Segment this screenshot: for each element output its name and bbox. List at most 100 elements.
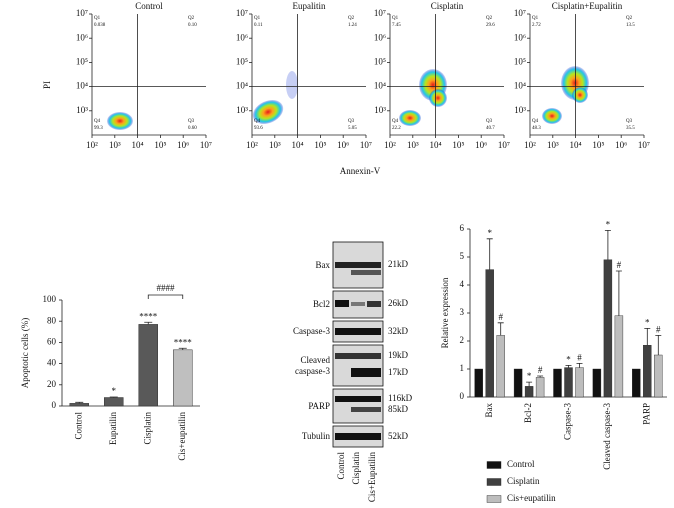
quadrant-name: Q1: [254, 16, 261, 21]
y-tick-label: 10⁷: [236, 8, 248, 18]
quadrant-value: 1.24: [348, 23, 357, 28]
x-tick-label: 10⁵: [592, 140, 604, 150]
x-tick-label: 10⁷: [638, 140, 650, 150]
blot-lane-label: Cis+Eupatilin: [367, 452, 377, 503]
legend-swatch: [486, 478, 502, 486]
blot-kd: 85kD: [388, 404, 409, 414]
x-tick-label: 10⁷: [498, 140, 510, 150]
significance: *: [606, 219, 611, 229]
bar: [564, 367, 573, 398]
flow-title: Cisplatin: [431, 1, 464, 11]
blot-row-label: Cleaved caspase-3: [295, 354, 330, 376]
legend-label: Control: [507, 459, 535, 469]
bar: [104, 397, 124, 407]
error-bar: [644, 328, 651, 346]
flow-title: Control: [135, 1, 163, 11]
error-bar: [486, 238, 493, 270]
y-tick-label: 4: [460, 279, 465, 289]
quadrant-value: 93.6: [254, 126, 263, 131]
x-tick-label: 10²: [384, 140, 396, 150]
quadrant-name: Q4: [254, 119, 261, 124]
x-tick-label: Eupatilin: [108, 412, 118, 445]
quadrant-value: 13.5: [626, 23, 635, 28]
y-tick-label: 10⁶: [236, 32, 248, 42]
legend-label: Cisplatin: [507, 476, 540, 486]
quadrant-value: 0.10: [188, 23, 197, 28]
bar: [603, 259, 613, 398]
y-axis-label: Apoptotic cells (%): [20, 318, 30, 388]
quadrant-value: 35.5: [626, 126, 635, 131]
flow-title: Cisplatin+Eupalitin: [552, 1, 623, 11]
x-tick-label: Cleaved caspase-3: [602, 403, 612, 470]
blot-row-label: Bax: [315, 259, 331, 270]
significance: *: [566, 354, 571, 364]
blot-kd: 52kD: [388, 431, 409, 441]
y-tick-label: 10⁵: [514, 56, 526, 66]
quadrant-name: Q2: [188, 16, 195, 21]
significance: *: [487, 228, 492, 238]
y-tick-label: 10⁶: [76, 32, 88, 42]
x-tick-label: 10⁴: [132, 140, 144, 150]
x-tick-label: 10²: [246, 140, 258, 150]
quadrant-value: 22.2: [392, 126, 401, 131]
error-bar: [75, 401, 84, 404]
quadrant-name: Q4: [392, 119, 399, 124]
y-tick-label: 3: [460, 307, 465, 317]
flow-ylabel: PI: [42, 81, 52, 89]
y-tick-label: 1: [460, 363, 465, 373]
blot-kd: 17kD: [388, 367, 409, 377]
y-tick-label: 2: [460, 335, 465, 345]
flow-title: Eupalitin: [293, 1, 326, 11]
quadrant-value: 0.038: [94, 23, 106, 28]
quadrant-name: Q1: [392, 16, 399, 21]
y-tick-label: 10⁵: [236, 56, 248, 66]
x-tick-label: 10⁷: [360, 140, 372, 150]
x-tick-label: 10³: [407, 140, 419, 150]
x-tick-label: 10⁶: [615, 140, 627, 150]
quadrant-value: 0.60: [188, 126, 197, 131]
legend-label: Cis+eupatilin: [507, 493, 556, 503]
quadrant-name: Q3: [188, 119, 195, 124]
error-bar: [604, 230, 611, 260]
x-tick-label: 10²: [86, 140, 98, 150]
bar: [496, 335, 505, 398]
x-tick-label: 10⁵: [314, 140, 326, 150]
x-tick-label: 10²: [524, 140, 536, 150]
quadrant-name: Q4: [94, 119, 101, 124]
quadrant-value: 2.72: [532, 23, 541, 28]
error-bar: [655, 335, 662, 355]
significance: *: [527, 371, 532, 381]
bar: [485, 269, 494, 398]
blot-lane-label: Cisplatin: [351, 452, 361, 485]
y-tick-label: 10⁴: [76, 81, 88, 91]
y-tick-label: 10⁵: [76, 56, 88, 66]
quadrant-name: Q2: [348, 16, 355, 21]
error-bar: [576, 363, 583, 368]
y-tick-label: 80: [47, 315, 57, 325]
error-bar: [497, 322, 504, 336]
quadrant-value: 99.3: [94, 126, 103, 131]
quadrant-value: 5.05: [348, 126, 357, 131]
y-tick-label: 10⁴: [236, 81, 248, 91]
significance: ****: [139, 311, 158, 321]
quadrant-value: 29.6: [486, 23, 495, 28]
y-tick-label: 10⁵: [374, 56, 386, 66]
bar: [524, 386, 534, 398]
quadrant-name: Q1: [532, 16, 539, 21]
bar: [575, 367, 584, 398]
y-tick-label: 10⁷: [76, 8, 88, 18]
bar: [138, 324, 158, 407]
blot-kd: 116kD: [388, 393, 413, 403]
bracket-label: ####: [157, 283, 176, 293]
y-tick-label: 5: [460, 251, 465, 261]
y-axis-label: Relative expression: [440, 277, 450, 348]
significance: *: [645, 317, 650, 327]
flow-xlabel: Annexin-V: [340, 166, 381, 176]
blot-row-label: Caspase-3: [293, 326, 330, 336]
blot-row-label: Bcl2: [313, 299, 330, 309]
error-bar: [178, 347, 187, 350]
x-tick-label: 10⁴: [570, 140, 582, 150]
bar: [474, 368, 483, 398]
y-tick-label: 10⁴: [374, 81, 386, 91]
y-tick-label: 10³: [514, 105, 526, 115]
